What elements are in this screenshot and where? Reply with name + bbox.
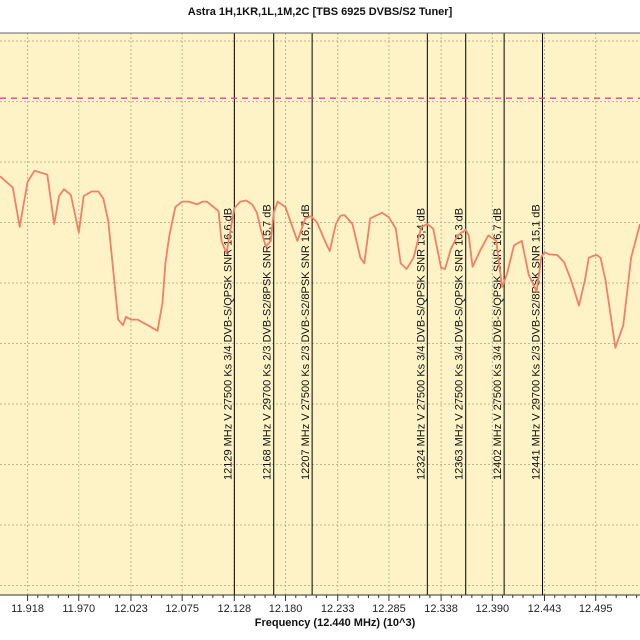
transponder-marker-label: 12168 MHz V 29700 Ks 2/3 DVB-S2/8PSK SNR…	[262, 204, 274, 480]
x-tick-label: 12.233	[321, 603, 355, 615]
grid	[0, 33, 640, 595]
x-tick-label: 11.918	[11, 603, 44, 615]
x-tick-label: 12.390	[475, 603, 509, 615]
x-axis-label: Frequency (12.440 MHz) (10^3)	[254, 617, 416, 629]
x-tick-label: 12.075	[165, 603, 199, 615]
x-tick-label: 11.970	[62, 603, 95, 615]
x-axis	[0, 32, 640, 596]
transponder-marker-label: 12207 MHz V 27500 Ks 2/3 DVB-S2/8PSK SNR…	[300, 204, 312, 480]
x-tick-label: 12.495	[579, 603, 613, 615]
x-tick-label: 12.285	[372, 603, 406, 615]
x-tick-label: 12.443	[528, 603, 562, 615]
transponder-marker-label: 12129 MHz V 27500 Ks 3/4 DVB-S/QPSK SNR …	[222, 208, 234, 480]
x-tick-label: 12.128	[218, 603, 252, 615]
transponder-marker-label: 12324 MHz V 27500 Ks 3/4 DVB-S/QPSK SNR …	[415, 208, 427, 480]
plot-area	[0, 33, 640, 595]
x-tick-label: 12.180	[269, 603, 303, 615]
transponder-markers: 12129 MHz V 27500 Ks 3/4 DVB-S/QPSK SNR …	[222, 33, 544, 595]
x-tick-label: 12.023	[114, 603, 148, 615]
chart-title: Astra 1H,1KR,1L,1M,2C [TBS 6925 DVBS/S2 …	[187, 6, 453, 18]
x-axis-ticks: 11.918 11.970 12.023 12.075 12.128 12.180 12.2…	[11, 595, 638, 615]
spectrum-line	[0, 169, 640, 349]
transponder-marker-label: 12441 MHz V 29700 Ks 2/3 DVB-S2/8PSK SNR…	[531, 204, 543, 480]
transponder-marker-label: 12363 MHz V 27500 Ks 3/4 DVB-S/QPSK SNR …	[454, 208, 466, 480]
x-tick-label: 12.338	[424, 603, 458, 615]
spectrum-series	[0, 169, 640, 349]
